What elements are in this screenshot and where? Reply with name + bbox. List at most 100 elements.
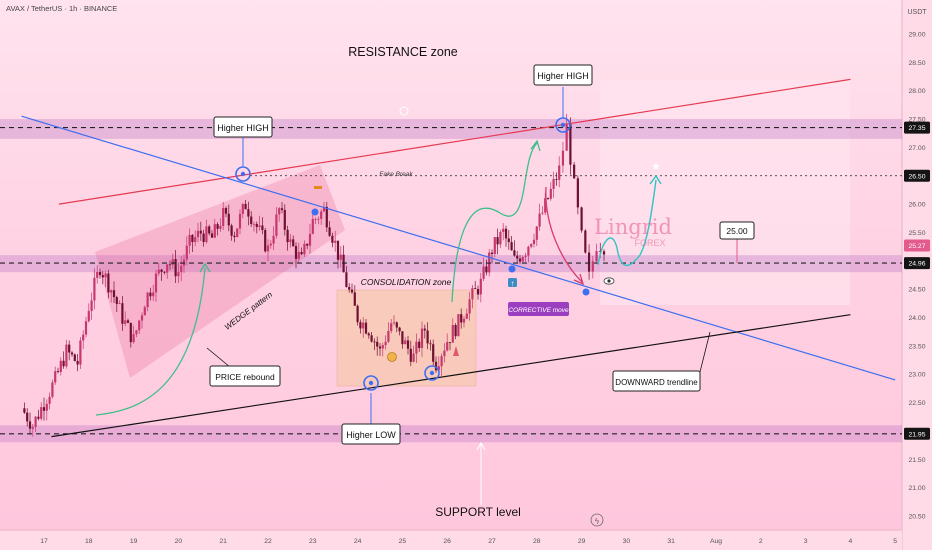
candle-body: [286, 229, 289, 243]
corrective-move-badge: [508, 302, 569, 316]
candle-body: [236, 228, 239, 237]
candle-body: [518, 258, 522, 262]
candle-body: [451, 325, 454, 343]
candle-body: [90, 300, 93, 311]
candle-body: [555, 179, 558, 180]
candle-body: [474, 288, 477, 290]
resistance-zone-label: RESISTANCE zone: [348, 45, 458, 59]
candle-body: [51, 382, 54, 397]
candle-body: [328, 227, 331, 236]
candle-body: [163, 271, 166, 273]
x-tick-label: 3: [804, 538, 808, 545]
candle-body: [160, 269, 163, 272]
candle-body: [544, 198, 547, 213]
y-tick-label: 27.00: [908, 145, 925, 152]
candle-body: [70, 352, 74, 355]
candle-body: [283, 209, 286, 230]
candle-body: [538, 213, 541, 227]
x-tick-label: 30: [623, 538, 631, 545]
candle-body: [62, 360, 65, 367]
candle-body: [406, 340, 410, 349]
candle-body: [255, 223, 258, 227]
candle-body: [535, 226, 538, 240]
candle-body: [168, 264, 172, 266]
candle-body: [339, 254, 342, 260]
candle-body: [521, 256, 524, 262]
arrow-up-glyph: ↑: [511, 279, 515, 288]
candle-body: [135, 330, 138, 335]
candle-body: [404, 340, 407, 345]
projection-path: [597, 179, 657, 267]
price-label-box: [904, 257, 930, 270]
event-icon-glyph: ϟ: [595, 517, 600, 526]
watermark-brand: Lingrid: [594, 215, 672, 239]
candle-body: [68, 344, 71, 353]
candle-body: [373, 341, 376, 343]
y-tick-label: 25.50: [908, 230, 925, 237]
time-axis[interactable]: [0, 530, 902, 550]
candle-body: [320, 211, 323, 219]
candle-body: [213, 224, 216, 238]
candle-body: [432, 344, 435, 362]
candle-body: [45, 403, 48, 411]
candle-body: [194, 237, 197, 243]
candle-body: [418, 341, 421, 348]
higher-low-marker: [363, 375, 379, 391]
candle-body: [390, 323, 393, 332]
candle-body: [546, 198, 550, 199]
candle-body: [252, 223, 256, 225]
candle-body: [356, 305, 359, 323]
candle-body: [524, 255, 527, 257]
consolidation-box: [336, 289, 477, 387]
candle-body: [42, 407, 46, 411]
candle-body: [507, 238, 510, 243]
candle-body: [595, 251, 598, 262]
candle-body: [429, 343, 432, 345]
candle-body: [381, 345, 384, 349]
candle-body: [493, 237, 496, 255]
candle-body: [334, 240, 337, 243]
candle-body: [465, 313, 468, 319]
candle-body: [331, 235, 334, 243]
candle-body: [79, 340, 82, 365]
downward-trendline-box: [612, 370, 701, 392]
candle-body: [166, 264, 169, 273]
candle-body: [26, 412, 29, 422]
wedge-pattern-box: [95, 165, 345, 378]
price-label-text: 21.95: [908, 431, 925, 438]
x-tick-label: 29: [578, 538, 586, 545]
y-tick-label: 23.00: [908, 372, 925, 379]
candle-body: [171, 259, 174, 265]
rocket-icon: [453, 346, 459, 356]
flag-icon: [399, 106, 409, 116]
candle-body: [306, 243, 309, 246]
candle-body: [110, 290, 113, 293]
symbol-header[interactable]: AVAX / TetherUS · 1h · BINANCE: [6, 4, 117, 13]
candle-body: [325, 206, 328, 228]
candle-body: [56, 371, 60, 372]
candle-body: [112, 290, 116, 298]
candle-body: [76, 360, 79, 365]
y-tick-label: 24.50: [908, 287, 925, 294]
x-tick-label: 19: [130, 538, 138, 545]
candle-body: [437, 366, 440, 371]
higher-high-left-box: [213, 116, 273, 138]
event-icon[interactable]: [590, 513, 604, 527]
candle-body: [443, 350, 446, 357]
x-tick-label: 25: [399, 538, 407, 545]
higher-low-dot: [368, 380, 374, 386]
y-tick-label: 29.00: [908, 32, 925, 39]
x-tick-label: 27: [488, 538, 496, 545]
candle-body: [238, 213, 242, 229]
x-tick-label: 26: [443, 538, 451, 545]
price-scale[interactable]: [902, 0, 932, 550]
candle-body: [152, 292, 155, 297]
candle-body: [565, 123, 568, 151]
resistance-zone: [0, 119, 902, 139]
trendline-touch-dot-3: [582, 288, 590, 296]
candle-body: [446, 342, 449, 351]
downward-trendline-pointer: [699, 331, 711, 373]
candle-body: [448, 342, 452, 343]
candle-body: [569, 123, 572, 165]
